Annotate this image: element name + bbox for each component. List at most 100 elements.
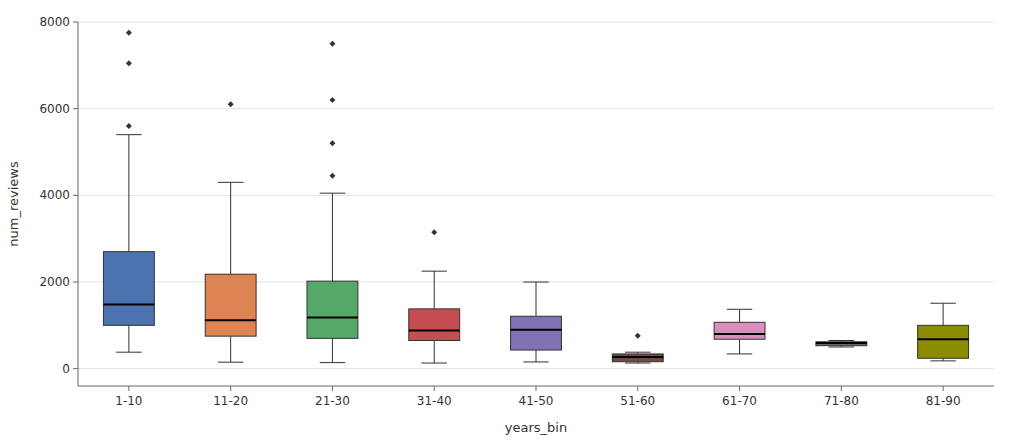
y-tick [73, 282, 78, 283]
box-group [918, 303, 969, 361]
whisker-high [230, 182, 231, 274]
box-group [307, 41, 358, 363]
box [103, 252, 154, 326]
flier [431, 229, 437, 235]
cap-low [320, 362, 345, 363]
x-tick [739, 386, 740, 391]
x-tick [943, 386, 944, 391]
whisker-low [536, 350, 537, 362]
flier [228, 101, 234, 107]
x-tick-label: 11-20 [213, 394, 248, 408]
whisker-high [536, 282, 537, 316]
cap-high [422, 271, 447, 272]
x-tick [637, 386, 638, 391]
median [714, 333, 765, 335]
whisker-low [128, 325, 129, 352]
cap-low [727, 353, 752, 354]
median [816, 342, 867, 344]
y-tick-label: 2000 [39, 275, 70, 289]
flier [126, 60, 132, 66]
x-tick-label: 71-80 [824, 394, 859, 408]
cap-high [829, 340, 854, 341]
grid-line [78, 368, 994, 369]
cap-high [625, 352, 650, 353]
box-group [205, 101, 256, 362]
x-tick [230, 386, 231, 391]
x-tick [434, 386, 435, 391]
x-tick-label: 41-50 [519, 394, 554, 408]
box [307, 281, 358, 338]
median [409, 330, 460, 332]
x-tick-label: 31-40 [417, 394, 452, 408]
box [816, 342, 867, 346]
median [103, 304, 154, 306]
grid-line [78, 108, 994, 109]
chart-container: 0 2000 4000 6000 8000 1-10 11-20 21-30 31-40 41-5… [0, 0, 1018, 444]
x-tick-label: 81-90 [926, 394, 961, 408]
whisker-low [230, 336, 231, 362]
cap-low [523, 361, 548, 362]
x-tick [128, 386, 129, 391]
chart-svg: 0 2000 4000 6000 8000 1-10 11-20 21-30 31-40 41-5… [0, 0, 1018, 444]
x-tick-label: 61-70 [722, 394, 757, 408]
box-group [103, 30, 154, 352]
flier [126, 30, 132, 36]
x-tick-label: 1-10 [115, 394, 142, 408]
y-tick-label: 4000 [39, 188, 70, 202]
y-tick [73, 22, 78, 23]
boxes [103, 30, 968, 363]
box-group [511, 282, 562, 362]
cap-low [218, 362, 243, 363]
box [409, 309, 460, 341]
whisker-low [739, 339, 740, 354]
box-group [816, 341, 867, 348]
whisker-high [943, 303, 944, 325]
flier [329, 97, 335, 103]
x-tick [332, 386, 333, 391]
median [918, 338, 969, 340]
box [205, 274, 256, 336]
cap-high [116, 134, 141, 135]
y-tick [73, 195, 78, 196]
x-tick [841, 386, 842, 391]
grid-line [78, 195, 994, 196]
cap-high [218, 182, 243, 183]
x-axis-label: years_bin [505, 420, 567, 435]
box [918, 325, 969, 358]
x-tick-label: 21-30 [315, 394, 350, 408]
box [612, 354, 663, 362]
whisker-low [332, 338, 333, 362]
flier [126, 123, 132, 129]
flier [329, 41, 335, 47]
y-tick-label: 0 [62, 362, 70, 376]
y-tick-label: 8000 [39, 15, 70, 29]
cap-low [829, 347, 854, 348]
flier [635, 333, 641, 339]
median [205, 319, 256, 321]
y-axis: 0 2000 4000 6000 8000 [39, 15, 78, 376]
box [714, 322, 765, 339]
x-axis: 1-10 11-20 21-30 31-40 41-50 51-60 61-70 71-80 8… [115, 386, 960, 408]
whisker-high [128, 135, 129, 252]
y-tick [73, 368, 78, 369]
grid-line [78, 22, 994, 23]
whisker-high [434, 271, 435, 309]
whisker-high [739, 309, 740, 322]
median [307, 317, 358, 319]
median [511, 329, 562, 331]
whisker-high [332, 193, 333, 281]
y-axis-label: num_reviews [6, 161, 21, 247]
cap-low [930, 360, 955, 361]
cap-high [727, 309, 752, 310]
cap-high [523, 282, 548, 283]
cap-low [625, 363, 650, 364]
box [511, 316, 562, 350]
cap-high [320, 193, 345, 194]
x-tick [536, 386, 537, 391]
cap-low [422, 363, 447, 364]
x-tick-label: 51-60 [620, 394, 655, 408]
cap-high [930, 303, 955, 304]
whisker-low [434, 341, 435, 364]
y-tick-label: 6000 [39, 102, 70, 116]
y-axis-line [78, 22, 79, 386]
